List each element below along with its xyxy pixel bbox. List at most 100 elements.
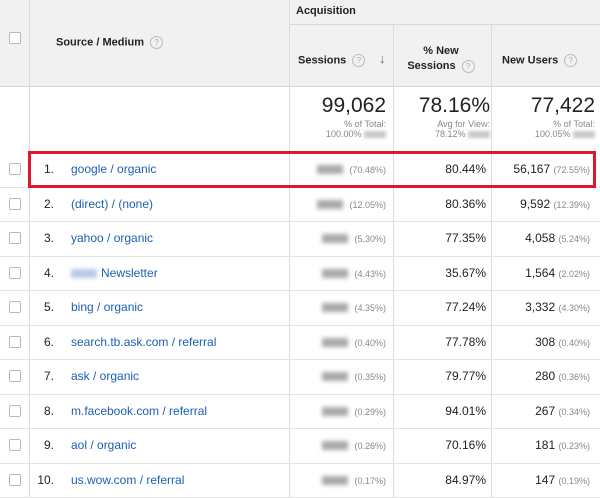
help-icon[interactable]: ?: [564, 54, 578, 67]
source-medium-link[interactable]: aol / organic: [71, 438, 136, 452]
source-medium-text: search.tb.ask.com / referral: [71, 334, 217, 349]
total-sessions-percent-value: 100.00%: [325, 129, 362, 139]
sessions-cell: (12.05%): [290, 197, 386, 211]
redacted-sessions-value: [322, 303, 349, 313]
new-users-cell: 308 (0.40%): [492, 335, 590, 349]
redacted-value: [364, 131, 386, 139]
row-divider: [0, 221, 600, 222]
source-medium-link[interactable]: ask / organic: [71, 369, 139, 383]
column-header-new-users[interactable]: New Users?: [502, 54, 578, 67]
source-medium-link[interactable]: search.tb.ask.com / referral: [71, 335, 216, 349]
sessions-cell: (4.43%): [290, 266, 386, 280]
source-medium-text: aol / organic: [71, 438, 137, 452]
row-checkbox[interactable]: [9, 163, 21, 175]
totals-row: 99,062 % of Total: 100.00% 78.16% Avg fo…: [290, 87, 600, 150]
row-checkbox[interactable]: [9, 370, 21, 382]
select-all-checkbox[interactable]: [9, 32, 21, 44]
new-users-cell: 1,564 (2.02%): [492, 266, 590, 280]
column-divider: [29, 0, 30, 498]
highlight-box: [28, 151, 596, 188]
new-users-value: 4,058: [525, 231, 556, 245]
new-users-cell: 267 (0.34%): [492, 404, 590, 418]
group-divider: [289, 24, 600, 25]
sessions-percent: (0.29%): [354, 406, 386, 417]
source-medium-text: m.facebook.com / referral: [71, 403, 208, 418]
column-header-source-medium[interactable]: Source / Medium?: [56, 36, 164, 49]
row-checkbox[interactable]: [9, 232, 21, 244]
row-index: 4.: [43, 265, 54, 280]
row-checkbox[interactable]: [9, 335, 21, 348]
new-users-percent: (4.30%): [558, 303, 590, 313]
row-index: 2.: [43, 196, 54, 211]
column-divider: [289, 0, 290, 498]
row-index: 1.: [43, 162, 54, 176]
column-header-new-sessions[interactable]: % New Sessions?: [404, 44, 478, 74]
new-users-percent: (0.23%): [558, 441, 590, 451]
new-sessions-cell: 77.78%: [445, 334, 486, 349]
new-users-value: 56,167: [513, 162, 551, 176]
row-checkbox[interactable]: [9, 301, 21, 313]
help-icon[interactable]: ?: [461, 59, 475, 73]
total-new-sessions-percent: 78.12%: [394, 129, 490, 139]
new-users-percent: (0.40%): [558, 337, 590, 348]
redacted-sessions-value: [322, 337, 349, 347]
total-sessions: 99,062: [321, 94, 386, 117]
row-divider: [0, 290, 600, 291]
sessions-cell: (0.40%): [290, 335, 386, 349]
total-new-sessions-percent-value: 78.12%: [434, 129, 466, 139]
column-divider: [393, 24, 394, 498]
help-icon[interactable]: ?: [352, 54, 366, 67]
new-users-value: 267: [535, 403, 556, 418]
table-row: 5. bing / organic (4.35%) 77.24% 3,332 (…: [0, 290, 600, 325]
help-icon[interactable]: ?: [150, 36, 164, 49]
new-users-value: 308: [535, 334, 556, 349]
row-divider: [0, 394, 600, 395]
new-users-cell: 56,167 (72.55%): [492, 162, 590, 176]
column-header-sessions[interactable]: Sessions?: [298, 54, 366, 67]
new-users-percent: (0.34%): [558, 406, 590, 417]
source-medium-link[interactable]: (direct) / (none): [71, 197, 153, 211]
sessions-cell: (0.35%): [290, 369, 386, 383]
source-medium-link[interactable]: Newsletter: [71, 266, 158, 280]
column-header-new-users-label: New Users: [502, 54, 559, 67]
row-index: 6.: [43, 334, 54, 349]
new-users-percent: (72.55%): [553, 165, 590, 175]
source-medium-text: google / organic: [71, 162, 157, 176]
new-users-percent: (2.02%): [558, 268, 590, 279]
table-header: [0, 0, 600, 86]
new-users-percent: (0.19%): [558, 475, 590, 486]
source-medium-link[interactable]: m.facebook.com / referral: [71, 404, 207, 418]
table-row: 3. yahoo / organic (5.30%) 77.35% 4,058 …: [0, 221, 600, 256]
row-checkbox[interactable]: [9, 266, 21, 279]
redacted-name: [71, 268, 97, 278]
table-row: 6. search.tb.ask.com / referral (0.40%) …: [0, 325, 600, 360]
table-row: 1. google / organic (70.48%) 80.44% 56,1…: [0, 152, 600, 187]
sessions-percent: (12.05%): [349, 199, 386, 210]
sessions-percent: (0.26%): [354, 441, 386, 451]
new-users-value: 147: [535, 472, 556, 487]
row-checkbox[interactable]: [9, 439, 21, 451]
row-checkbox[interactable]: [9, 473, 21, 486]
sort-descending-icon[interactable]: ↓: [379, 51, 386, 66]
row-checkbox[interactable]: [9, 197, 21, 210]
source-medium-link[interactable]: yahoo / organic: [71, 231, 153, 245]
source-medium-link[interactable]: us.wow.com / referral: [71, 473, 184, 487]
source-medium-link[interactable]: google / organic: [71, 162, 156, 176]
redacted-sessions-value: [317, 165, 344, 175]
sessions-percent: (70.48%): [349, 165, 386, 175]
new-users-cell: 280 (0.36%): [492, 369, 590, 383]
table-row: 2. (direct) / (none) (12.05%) 80.36% 9,5…: [0, 187, 600, 222]
sessions-cell: (0.17%): [290, 473, 386, 487]
source-medium-link[interactable]: bing / organic: [71, 300, 143, 314]
table-row: 9. aol / organic (0.26%) 70.16% 181 (0.2…: [0, 428, 600, 463]
column-header-new-sessions-line2: Sessions: [407, 60, 456, 72]
source-medium-text: bing / organic: [71, 300, 144, 314]
row-index: 5.: [43, 300, 54, 314]
new-sessions-cell: 80.36%: [445, 196, 486, 211]
total-new-sessions: 78.16%: [418, 94, 490, 117]
row-checkbox[interactable]: [9, 404, 21, 417]
total-new-sessions-label: Avg for View:: [437, 119, 490, 129]
acquisition-group-header: Acquisition: [296, 5, 356, 17]
new-sessions-cell: 77.24%: [445, 300, 486, 314]
new-users-percent: (12.39%): [553, 199, 590, 210]
